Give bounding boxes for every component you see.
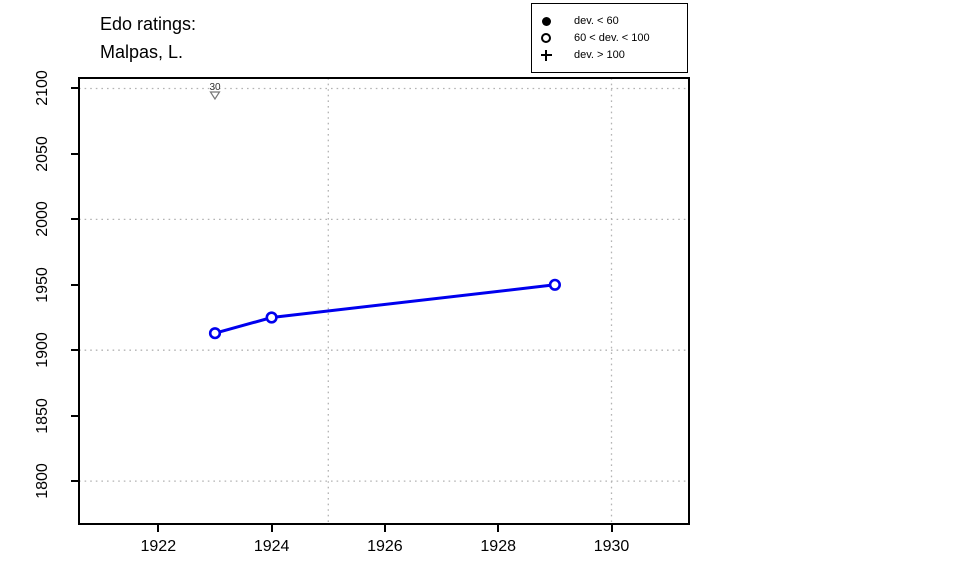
x-axis-tick xyxy=(610,525,613,532)
legend-item-dev-60-100: 60 < dev. < 100 xyxy=(539,30,687,47)
legend-label: 60 < dev. < 100 xyxy=(574,31,650,44)
x-tick-label: 1924 xyxy=(253,538,290,555)
y-axis-tick xyxy=(71,414,78,417)
x-axis-tick xyxy=(157,525,160,532)
legend-symbol xyxy=(539,16,553,26)
legend-label: dev. < 60 xyxy=(574,14,619,27)
open-circle-icon xyxy=(541,33,551,43)
data-point xyxy=(548,278,562,291)
y-tick-label: 2050 xyxy=(34,136,51,172)
chart-title: Edo ratings: Malpas, L. xyxy=(100,10,196,66)
legend-symbol xyxy=(539,49,553,61)
legend-symbol xyxy=(539,33,553,43)
x-tick-label: 1926 xyxy=(367,538,403,555)
annotation-triangle-down-icon xyxy=(209,91,221,101)
data-point xyxy=(208,327,222,340)
y-tick-label: 1800 xyxy=(34,463,51,499)
legend-label: dev. > 100 xyxy=(574,48,625,61)
legend: dev. < 60 60 < dev. < 100 dev. > 100 xyxy=(531,3,688,73)
x-axis-tick xyxy=(383,525,386,532)
plus-icon xyxy=(540,49,552,61)
y-tick-label: 1950 xyxy=(34,266,51,303)
legend-item-dev-lt-60: dev. < 60 xyxy=(539,13,687,30)
plot-area: 30 xyxy=(79,78,688,523)
y-axis-tick xyxy=(71,349,78,352)
annotation-label: 30 xyxy=(209,82,221,93)
y-axis-tick xyxy=(71,480,78,483)
chart-title-line1: Edo ratings: xyxy=(100,14,197,34)
data-point xyxy=(265,311,278,324)
y-axis-tick xyxy=(71,218,78,221)
y-tick-label: 2000 xyxy=(34,201,51,238)
x-axis-tick xyxy=(270,525,273,532)
y-tick-label: 1850 xyxy=(34,397,51,434)
y-axis-tick xyxy=(71,283,78,286)
y-tick-label: 1900 xyxy=(34,332,51,369)
y-axis-tick xyxy=(71,152,78,155)
y-axis-tick xyxy=(71,87,78,90)
legend-item-dev-gt-100: dev. > 100 xyxy=(539,47,687,64)
x-tick-label: 1928 xyxy=(480,538,516,555)
x-tick-label: 1922 xyxy=(140,538,177,555)
x-axis-tick xyxy=(497,525,500,532)
data-line xyxy=(213,283,557,335)
filled-circle-icon xyxy=(541,16,551,26)
chart-title-line2: Malpas, L. xyxy=(100,42,184,62)
x-tick-label: 1930 xyxy=(593,538,630,555)
y-tick-label: 2100 xyxy=(34,70,51,107)
